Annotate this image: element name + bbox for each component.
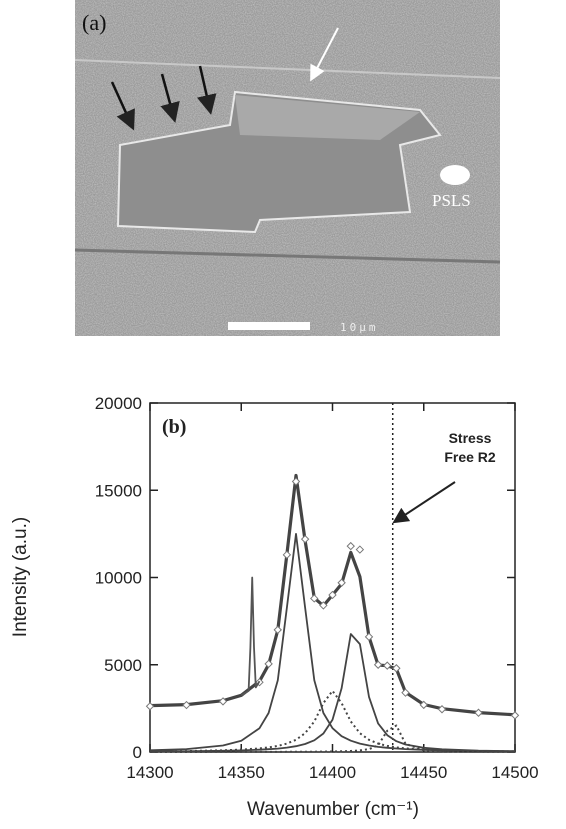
y-tick-label: 5000 [104,656,142,675]
annotation: PSLS [432,191,471,210]
data-point [346,541,355,551]
y-tick-label: 15000 [95,481,142,500]
reference-arrow [392,481,456,524]
data-point [474,708,483,717]
data-point [328,590,337,600]
chart: (b) Wavenumber (cm⁻¹) Intensity (a.u.) [10,402,516,820]
data-point [383,661,392,670]
x-axis-title: Wavenumber (cm⁻¹) [247,799,419,820]
sem-image [74,0,501,336]
series-line [240,576,261,697]
reference-label: Stress [449,430,492,446]
x-tick-label: 14350 [218,763,265,782]
x-tick-label: 14300 [126,763,173,782]
data-point [282,550,292,560]
data-point [437,705,447,714]
data-point [392,664,401,673]
data-point [364,632,374,642]
data-point [273,625,282,635]
data-point [373,660,383,669]
data-point [264,659,273,669]
x-tick-label: 14450 [400,763,447,782]
data-point [310,594,319,603]
data-point [218,697,228,706]
y-tick-label: 20000 [95,394,142,413]
y-axis-title: Intensity (a.u.) [10,517,31,637]
data-point [510,711,520,720]
data-point [419,700,428,710]
data-point [337,578,346,587]
y-tick-label: 10000 [95,569,142,588]
data-point [355,545,365,554]
reference-label: Free R2 [444,449,496,465]
data-point [291,477,301,486]
series-line [149,533,516,753]
data-point [182,700,191,710]
y-tick-label: 0 [133,743,142,762]
data-point [401,688,410,697]
data-point [319,601,328,610]
x-tick-label: 14500 [491,763,538,782]
series-line [149,633,516,753]
panel-label: (a) [82,10,106,35]
x-tick-label: 14400 [309,763,356,782]
data-point [145,702,155,711]
scale-bar-label: 10μm [340,321,379,334]
data-point [300,534,310,544]
panel-label: (b) [162,416,186,438]
